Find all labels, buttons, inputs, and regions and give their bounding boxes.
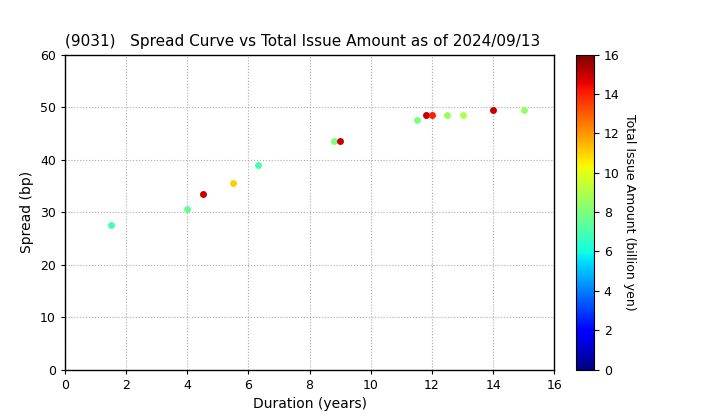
Point <box>334 138 346 144</box>
Point <box>328 138 340 144</box>
Point <box>420 112 432 118</box>
Point <box>105 222 117 228</box>
Point <box>518 106 529 113</box>
Point <box>197 190 208 197</box>
Text: (9031)   Spread Curve vs Total Issue Amount as of 2024/09/13: (9031) Spread Curve vs Total Issue Amoun… <box>65 34 540 49</box>
Point <box>181 206 193 213</box>
X-axis label: Duration (years): Duration (years) <box>253 397 366 411</box>
Point <box>456 112 468 118</box>
Y-axis label: Total Issue Amount (billion yen): Total Issue Amount (billion yen) <box>624 114 636 310</box>
Point <box>441 112 453 118</box>
Y-axis label: Spread (bp): Spread (bp) <box>20 171 35 253</box>
Point <box>426 112 438 118</box>
Point <box>487 106 499 113</box>
Point <box>252 161 264 168</box>
Point <box>411 117 423 123</box>
Point <box>228 180 239 186</box>
